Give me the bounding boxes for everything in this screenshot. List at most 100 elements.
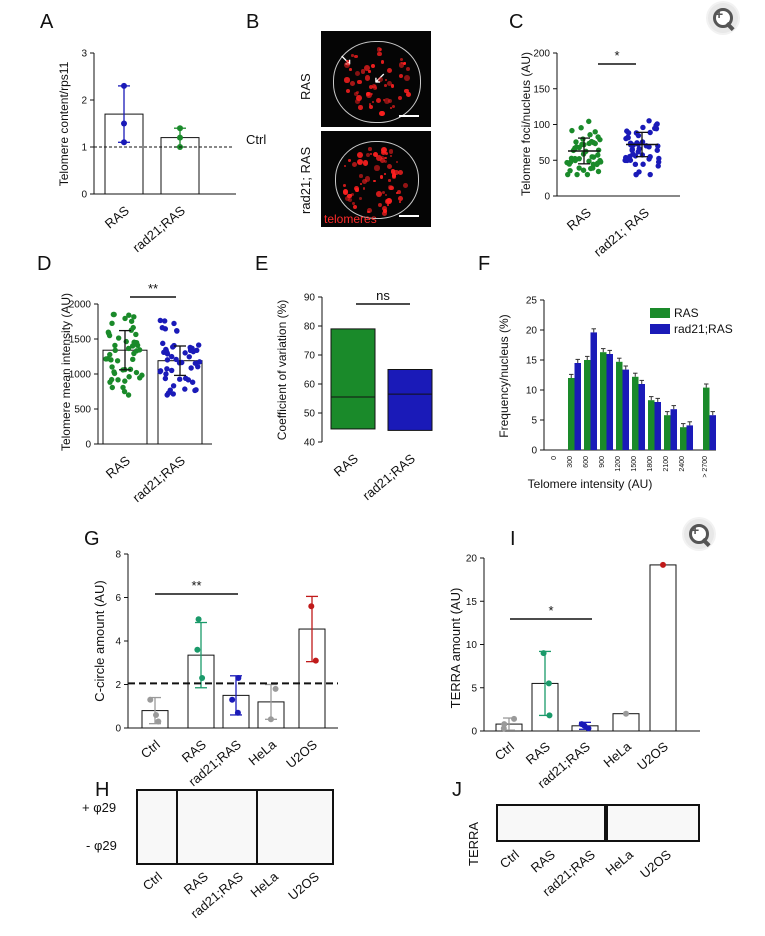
c-tick-label: 0 — [544, 192, 550, 203]
c-point — [586, 118, 592, 125]
telomere-spot — [368, 105, 373, 109]
telomere-spot — [385, 79, 388, 82]
d-point — [131, 314, 137, 320]
f-category-label: 0 — [551, 456, 558, 460]
c-tick-label: 150 — [533, 84, 550, 95]
c-tick-label: 50 — [539, 156, 551, 167]
d-point — [189, 379, 196, 385]
d-point — [163, 371, 169, 377]
telomere-spot — [383, 98, 390, 105]
h-category-label: Ctrl — [140, 869, 165, 894]
scale-bar — [399, 215, 419, 217]
a-tick-label: 2 — [81, 96, 87, 107]
telomere-spot — [362, 187, 366, 190]
telomere-spot — [352, 202, 355, 205]
f-tick-label: 10 — [526, 386, 538, 397]
e-box — [330, 328, 376, 430]
telomere-spot — [377, 76, 383, 82]
e-category-label: rad21;RAS — [360, 451, 419, 504]
c-point — [646, 118, 652, 124]
d-point — [170, 383, 177, 389]
telomere-spot — [349, 68, 352, 71]
d-point — [195, 342, 202, 348]
d-point — [130, 324, 136, 331]
d-point — [164, 351, 171, 357]
telomere-spot — [354, 55, 358, 59]
d-point — [128, 318, 135, 324]
telomere-spot — [405, 66, 410, 72]
i-point — [511, 715, 518, 722]
d-point — [120, 384, 126, 391]
blot-h-cells — [256, 789, 334, 865]
i-point — [500, 725, 507, 732]
microscopy-rad21-ras — [321, 131, 431, 227]
telomere-spot — [361, 179, 367, 185]
f-category-label: 1200 — [615, 456, 622, 472]
c-point — [646, 144, 652, 150]
d-point — [114, 358, 121, 364]
d-category-label: rad21;RAS — [130, 453, 189, 506]
f-tick-label: 20 — [526, 326, 538, 337]
g-tick-label: 8 — [115, 550, 121, 561]
telomere-spot — [356, 95, 362, 101]
zoom-in-button[interactable]: + — [708, 3, 738, 33]
d-point — [121, 388, 128, 395]
telomere-spot — [381, 191, 385, 195]
f-bar — [606, 354, 613, 450]
a-y-axis-label: Telomere content/rps11 — [57, 61, 71, 186]
i-bar — [649, 564, 677, 732]
telomere-spot — [387, 164, 393, 170]
c-tick-label: 200 — [533, 49, 550, 60]
e-tick-label: 50 — [304, 409, 316, 420]
a-point — [121, 139, 127, 146]
zoom-in-button-2[interactable]: + — [684, 519, 714, 549]
i-tick-label: 10 — [466, 640, 478, 651]
telomere-spot — [393, 169, 399, 176]
telomere-spot — [367, 208, 372, 213]
telomere-spot — [398, 73, 404, 79]
telomere-spot — [376, 154, 383, 161]
telomere-spot — [382, 206, 388, 212]
d-point — [182, 386, 188, 392]
telomere-spot — [369, 103, 372, 106]
g-point — [229, 696, 236, 703]
c-point — [573, 139, 579, 145]
telomere-spot — [405, 92, 411, 97]
c-point — [576, 165, 582, 171]
telomere-spot — [400, 61, 404, 65]
telomere-spot — [382, 210, 387, 216]
telomere-spot — [347, 194, 352, 199]
telomere-spot — [351, 161, 358, 167]
telomere-spot — [356, 158, 363, 165]
d-tick-label: 0 — [85, 440, 91, 451]
scale-bar — [399, 115, 419, 117]
telomere-spot — [396, 190, 401, 195]
telomere-spot — [386, 68, 393, 74]
telomere-spot — [369, 92, 373, 96]
panel-label-H: H — [95, 779, 109, 801]
telomere-spot — [360, 182, 363, 185]
c-point — [574, 171, 580, 178]
a-point — [177, 134, 183, 141]
telomere-spot — [351, 54, 354, 57]
telomere-spot — [387, 81, 393, 87]
i-point — [546, 712, 553, 719]
g-point — [234, 709, 241, 716]
telomere-spot — [359, 197, 363, 201]
a-point — [121, 120, 127, 127]
c-point — [595, 134, 601, 140]
telomere-spot — [397, 170, 403, 175]
d-point — [133, 369, 140, 376]
d-point — [168, 367, 175, 374]
c-point — [569, 127, 575, 134]
i-tick-label: 5 — [471, 683, 477, 694]
telomere-spot — [387, 98, 392, 103]
telomere-spot — [355, 188, 359, 192]
d-point — [132, 339, 138, 346]
c-point — [589, 154, 595, 160]
d-point — [133, 348, 140, 354]
f-bar — [574, 363, 581, 450]
f-category-label: 300 — [567, 456, 574, 468]
telomere-spot — [398, 62, 405, 68]
g-tick-label: 4 — [115, 637, 121, 648]
